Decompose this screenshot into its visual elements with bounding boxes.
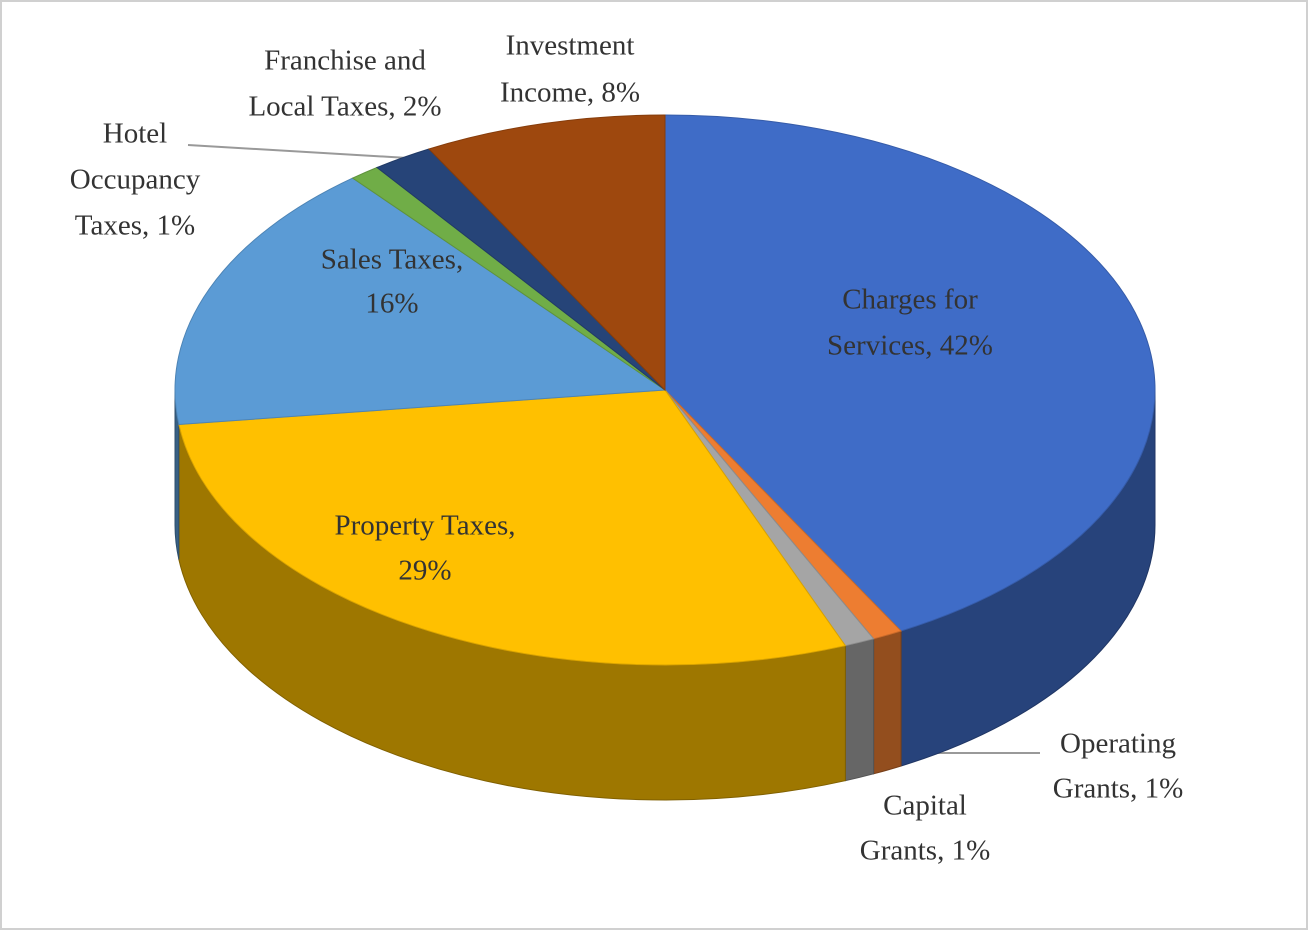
data-label: Investment Income, 8% [500,30,640,109]
data-label-line: Hotel [103,118,167,150]
data-label-line: Services, 42% [827,330,993,362]
data-label: Hotel Occupancy Taxes, 1% [70,118,201,242]
data-label-line: Taxes, 1% [75,210,195,242]
data-label-line: Grants, 1% [860,835,990,867]
data-label-line: Income, 8% [500,77,640,109]
data-label-line: Property Taxes, [334,510,515,542]
data-label-line: Operating [1060,728,1176,760]
data-label-line: Charges for [842,284,978,316]
leader-line [187,144,409,159]
data-label: Property Taxes, 29% [334,510,515,587]
data-label-line: 29% [398,555,451,587]
slice [178,389,847,666]
slice [174,177,667,425]
data-label-line: Capital [883,790,967,822]
data-label: Sales Taxes, 16% [321,244,463,320]
data-label: Operating Grants, 1% [1053,728,1183,805]
data-label-line: 16% [365,288,418,320]
data-label-line: Franchise and [264,45,426,77]
data-label-line: Sales Taxes, [321,244,463,276]
data-label: Franchise and Local Taxes, 2% [248,45,441,123]
data-label-line: Local Taxes, 2% [248,91,441,123]
slice [664,114,1156,632]
slice-side [844,638,875,782]
data-label: Charges for Services, 42% [827,284,993,362]
data-label: Capital Grants, 1% [860,790,990,867]
slice-side [873,630,902,775]
data-label-line: Occupancy [70,164,201,196]
data-label-line: Grants, 1% [1053,773,1183,805]
slice [428,114,666,392]
data-label-line: Investment [506,30,635,62]
